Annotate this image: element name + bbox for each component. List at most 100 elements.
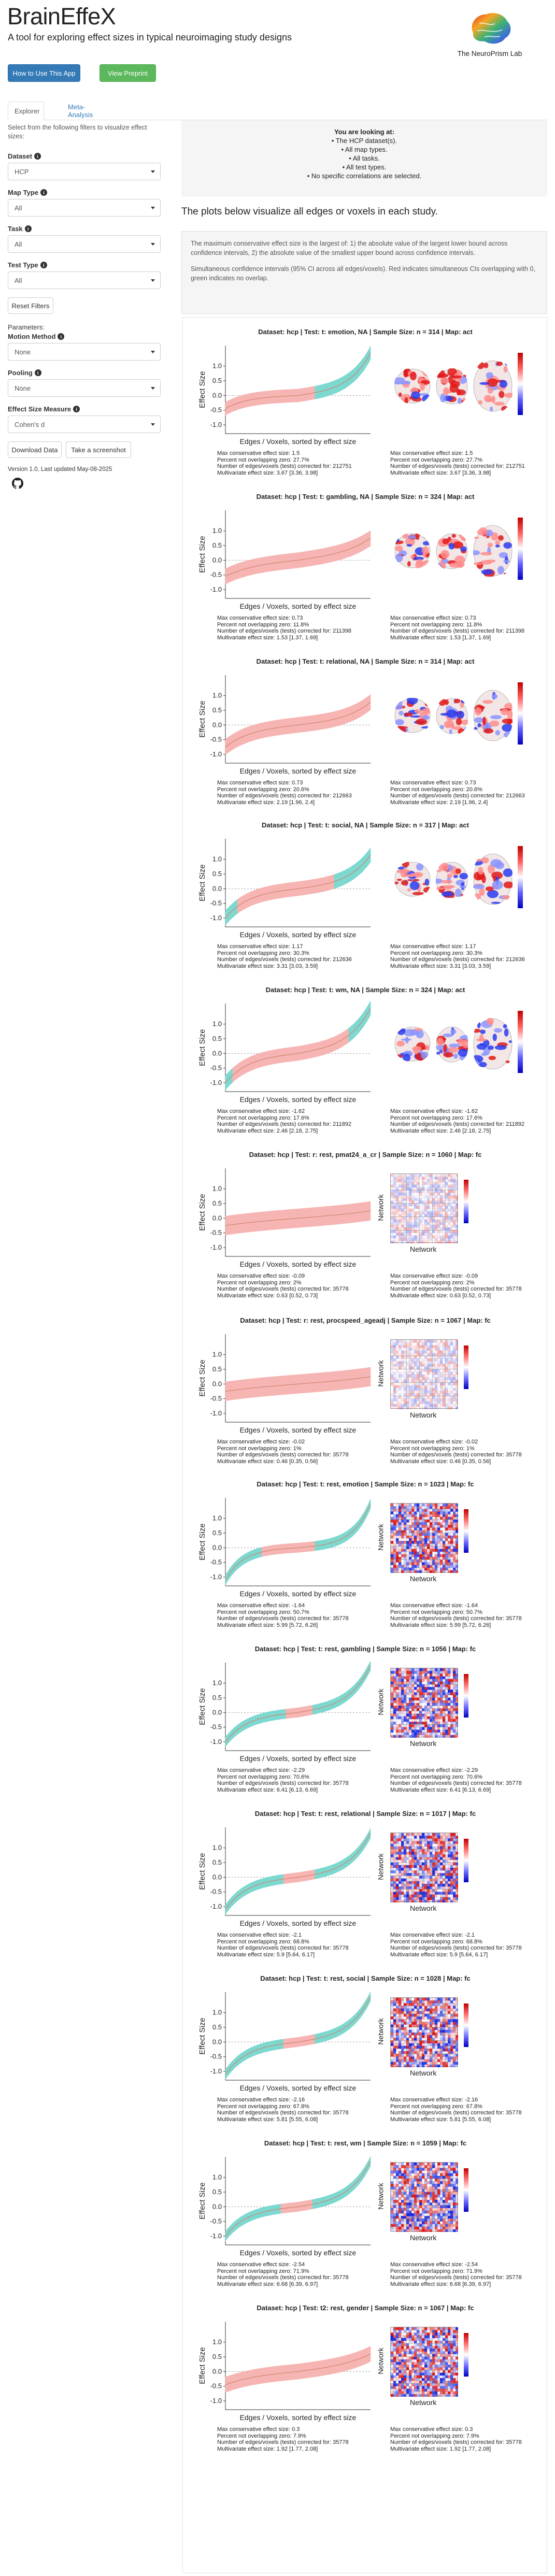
how-to-use-button[interactable]: How to Use This App [8,64,80,82]
y-tick-label: 1.0 [212,1020,222,1028]
matrix-cell [443,1371,446,1375]
matrix-cell [422,1190,425,1193]
matrix-cell [456,1565,459,1568]
matrix-cell [404,1241,406,1243]
matrix-cell [404,1551,407,1555]
matrix-cell [437,1703,440,1706]
matrix-cell [414,1345,417,1348]
matrix-cell [406,1865,409,1868]
matrix-cell [401,1217,404,1220]
matrix-cell [401,1371,404,1375]
matrix-cell [430,1404,433,1407]
matrix-cell [401,1719,404,1722]
task-select[interactable]: All [8,235,161,253]
matrix-cell [414,1201,417,1204]
matrix-cell [445,1673,448,1677]
matrix-cell [391,1841,394,1844]
matrix-cell [440,1711,443,1714]
y-axis-label: Effect Size [198,1853,207,1890]
info-icon[interactable]: i [24,225,32,232]
matrix-cell [427,1238,430,1241]
activation-blob [449,729,452,734]
matrix-cell [404,1543,407,1547]
info-icon[interactable]: i [58,333,65,340]
activation-blob [487,890,499,898]
matrix-cell [406,1350,409,1354]
activation-blob [477,723,481,727]
matrix-cell [396,1516,399,1520]
matrix-cell [399,1340,402,1343]
info-icon[interactable]: i [73,406,80,412]
matrix-cell [411,1182,415,1185]
matrix-cell [440,1690,443,1693]
matrix-cell [440,1527,443,1530]
map-type-select[interactable]: All [8,199,161,217]
matrix-cell [406,1889,409,1892]
matrix-cell [406,1565,409,1568]
matrix-cell [427,1729,430,1733]
view-preprint-button[interactable]: View Preprint [99,64,156,82]
matrix-cell [414,1230,417,1233]
matrix-cell [401,1894,404,1897]
matrix-cell [399,1697,402,1701]
matrix-cell [422,1557,425,1560]
matrix-cell [411,1387,415,1391]
info-icon[interactable]: i [34,369,41,376]
matrix-cell [443,1390,446,1394]
matrix-cell [391,1391,393,1393]
matrix-cell [393,1671,396,1674]
matrix-cell [396,1557,399,1560]
matrix-cell [391,1190,394,1193]
matrix-cell [435,1380,438,1383]
github-icon[interactable] [12,478,23,489]
tab-explorer[interactable]: Explorer [8,102,44,120]
matrix-cell [401,1565,404,1568]
matrix-cell [437,1369,440,1372]
matrix-cell [430,1358,433,1362]
test-type-select[interactable]: All [8,271,161,289]
info-icon[interactable]: i [40,262,47,268]
tab-meta-analysis[interactable]: Meta-Analysis [68,103,93,119]
y-axis-label: Effect Size [198,1194,207,1230]
matrix-cell [404,1868,407,1871]
matrix-cell [396,1522,399,1525]
matrix-cell [437,1385,440,1388]
matrix-cell [456,1177,458,1179]
matrix-cell [399,1695,402,1698]
info-icon[interactable]: i [40,189,47,196]
stat-line: Multivariate effect size: 0.46 [0.35, 0.… [390,1458,491,1465]
dataset-select[interactable]: HCP [8,163,161,180]
matrix-cell [430,1538,433,1541]
download-data-button[interactable]: Download Data [8,441,62,458]
matrix-cell [437,1713,440,1717]
pooling-select[interactable]: None [8,379,161,397]
matrix-cell [411,1570,415,1573]
matrix-cell [440,1703,443,1706]
screenshot-button[interactable]: Take a screenshot [66,441,131,458]
matrix-cell [393,1541,396,1544]
matrix-cell [430,1535,433,1539]
esm-select[interactable]: Cohen's d [8,416,161,433]
matrix-cell [443,1684,446,1687]
matrix-cell [437,1240,440,1244]
matrix-cell [414,1567,417,1571]
motion-select[interactable]: None [8,343,161,361]
matrix-cell [399,1541,402,1544]
matrix-cell [427,1557,430,1560]
matrix-cell [443,1541,446,1544]
reset-filters-button[interactable]: Reset Filters [8,297,53,314]
network-x-label: Network [410,1411,437,1419]
matrix-cell [393,1404,396,1407]
matrix-cell [393,1353,396,1356]
matrix-cell [393,1873,396,1876]
matrix-cell [445,1562,448,1565]
info-icon[interactable]: i [34,153,41,160]
matrix-cell [406,1724,409,1727]
matrix-cell [391,1206,394,1209]
matrix-cell [417,1361,420,1364]
matrix-cell [453,1404,456,1407]
matrix-cell [406,1570,409,1573]
matrix-cell [406,1516,409,1520]
matrix-cell [422,1551,425,1555]
